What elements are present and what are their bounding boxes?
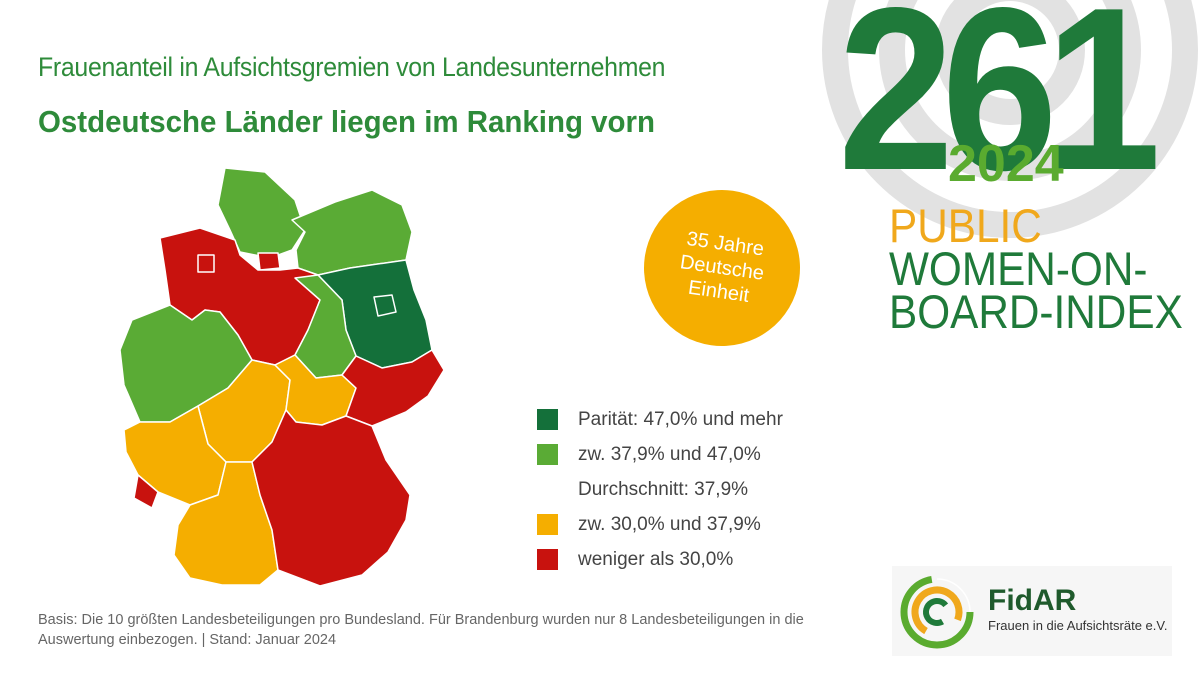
region-bremen[interactable]	[197, 254, 215, 273]
region-hamburg[interactable]	[257, 252, 281, 271]
logo-name: FidAR	[988, 584, 1077, 617]
decorative-rings	[822, 0, 1198, 238]
legend-swatch-average	[537, 479, 558, 500]
region-schleswig-holstein[interactable]	[217, 167, 306, 259]
legend-label-above-average: zw. 37,9% und 47,0%	[578, 443, 761, 465]
region-berlin[interactable]	[373, 294, 397, 317]
legend-swatch-low	[537, 549, 558, 570]
index-title-board-index: BOARD-INDEX	[889, 285, 1183, 338]
legend-item-above-average: zw. 37,9% und 47,0%	[537, 437, 783, 472]
legend-swatch-above-average	[537, 444, 558, 465]
footnote-line-2: Auswertung einbezogen. | Stand: Januar 2…	[38, 632, 337, 649]
germany-map	[119, 167, 445, 587]
legend-item-average: Durchschnitt: 37,9%	[537, 472, 783, 507]
legend-item-below-average: zw. 30,0% und 37,9%	[537, 507, 783, 542]
region-bayern[interactable]	[251, 409, 411, 587]
chart-subtitle: Ostdeutsche Länder liegen im Ranking vor…	[38, 104, 655, 139]
region-sachsen[interactable]	[341, 349, 445, 427]
legend-label-below-average: zw. 30,0% und 37,9%	[578, 513, 761, 535]
legend-label-low: weniger als 30,0%	[578, 548, 734, 570]
anniversary-badge: 35 Jahre Deutsche Einheit	[633, 179, 811, 357]
legend-swatch-paritaet	[537, 409, 558, 430]
region-saarland[interactable]	[133, 474, 159, 509]
legend-label-paritaet: Parität: 47,0% und mehr	[578, 408, 783, 430]
legend-item-low: weniger als 30,0%	[537, 542, 783, 577]
legend-swatch-below-average	[537, 514, 558, 535]
logo-tagline: Frauen in die Aufsichtsräte e.V.	[988, 618, 1168, 633]
chart-title: Frauenanteil in Aufsichtsgremien von Lan…	[38, 52, 666, 82]
legend-label-average: Durchschnitt: 37,9%	[578, 478, 749, 500]
footnote: Basis: Die 10 größten Landesbeteiligunge…	[38, 610, 828, 651]
index-title-women-on: WOMEN-ON-	[889, 242, 1148, 295]
index-title-public: PUBLIC	[889, 199, 1042, 252]
fidar-logo-icon	[892, 566, 1172, 656]
legend-item-paritaet: Parität: 47,0% und mehr	[537, 402, 783, 437]
index-year: 2024	[948, 135, 1064, 193]
map-legend: Parität: 47,0% und mehr zw. 37,9% und 47…	[537, 402, 783, 577]
index-number: 261	[838, 0, 1161, 219]
footnote-line-1: Basis: Die 10 größten Landesbeteiligunge…	[38, 612, 804, 628]
